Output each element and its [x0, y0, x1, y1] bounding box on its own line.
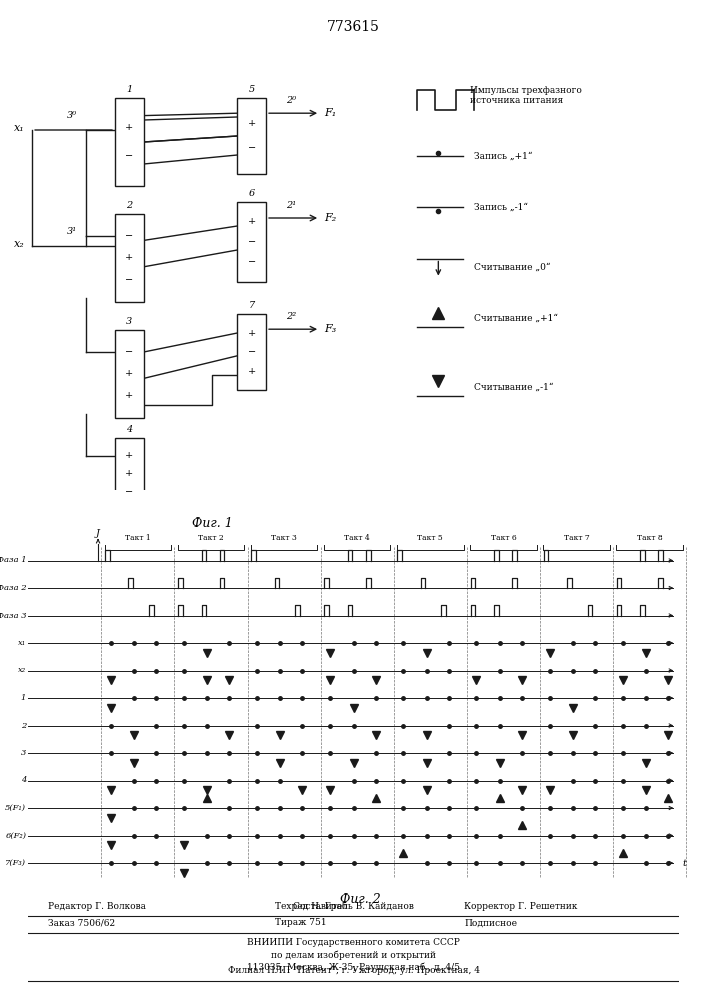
Text: +: +	[125, 391, 134, 400]
Text: 3: 3	[21, 749, 26, 757]
Text: Подписное: Подписное	[464, 918, 517, 927]
Bar	[115, 214, 144, 302]
Text: +: +	[125, 470, 134, 479]
Text: +: +	[125, 452, 134, 460]
Text: −: −	[247, 348, 256, 357]
Text: Фиг. 2: Фиг. 2	[340, 893, 381, 906]
Text: F₁: F₁	[324, 108, 336, 118]
Text: Такт 2: Такт 2	[198, 534, 224, 542]
Text: Импульсы трехфазного
источника питания: Импульсы трехфазного источника питания	[470, 86, 582, 105]
Text: −: −	[247, 257, 256, 266]
Text: 2¹: 2¹	[286, 201, 296, 210]
Text: 3¹: 3¹	[66, 227, 77, 236]
Text: 3: 3	[126, 317, 132, 326]
Text: по делам изобретений и открытий: по делам изобретений и открытий	[271, 950, 436, 960]
Text: 2²: 2²	[286, 312, 296, 321]
Bar	[238, 314, 266, 390]
Text: Такт 8: Такт 8	[637, 534, 662, 542]
Text: Считывание „-1“: Считывание „-1“	[474, 383, 553, 392]
Text: F₂: F₂	[324, 213, 336, 223]
Text: Такт 7: Такт 7	[563, 534, 590, 542]
Text: 1: 1	[126, 85, 132, 94]
Text: 6: 6	[249, 189, 255, 198]
Text: 2: 2	[21, 722, 26, 730]
Text: 113035, Москва, Ж-35, Раушская наб., д. 4/5: 113035, Москва, Ж-35, Раушская наб., д. …	[247, 962, 460, 972]
Text: +: +	[247, 218, 256, 227]
Text: 5(F₁): 5(F₁)	[5, 804, 26, 812]
Text: Такт 3: Такт 3	[271, 534, 297, 542]
Text: 2⁰: 2⁰	[286, 96, 296, 105]
Text: 773615: 773615	[327, 20, 380, 34]
Text: +: +	[125, 253, 134, 262]
Text: Фаза 3: Фаза 3	[0, 611, 26, 619]
Text: Заказ 7506/62: Заказ 7506/62	[48, 918, 115, 927]
Text: 3⁰: 3⁰	[66, 111, 77, 120]
Text: −: −	[247, 237, 256, 246]
Text: Техред Н. Граб: Техред Н. Граб	[276, 902, 348, 911]
Text: −: −	[125, 488, 134, 496]
Text: −: −	[125, 152, 134, 161]
Bar	[115, 330, 144, 418]
Text: 7(F₃): 7(F₃)	[5, 859, 26, 867]
Text: Такт 5: Такт 5	[417, 534, 443, 542]
Text: 5: 5	[249, 85, 255, 94]
Text: J: J	[96, 530, 100, 538]
Text: −: −	[125, 275, 134, 284]
Text: −: −	[125, 232, 134, 240]
Bar	[238, 202, 266, 282]
Text: Такт 6: Такт 6	[491, 534, 516, 542]
Text: Корректор Г. Решетник: Корректор Г. Решетник	[464, 902, 578, 911]
Text: +: +	[125, 369, 134, 378]
Text: Фаза 2: Фаза 2	[0, 584, 26, 592]
Text: +: +	[125, 123, 134, 132]
Text: Запись „-1“: Запись „-1“	[474, 203, 527, 212]
Text: Филиал ПЛП "Патент", г. Ужгород, ул. Проектная, 4: Филиал ПЛП "Патент", г. Ужгород, ул. Про…	[228, 966, 479, 975]
Text: x₂: x₂	[18, 666, 26, 674]
Text: t: t	[683, 858, 686, 867]
Text: +: +	[247, 366, 256, 375]
Text: +: +	[247, 119, 256, 128]
Text: Запись „+1“: Запись „+1“	[474, 151, 532, 160]
Text: Редактор Г. Волкова: Редактор Г. Волкова	[48, 902, 146, 911]
Text: F₃: F₃	[324, 324, 336, 334]
Bar	[238, 98, 266, 174]
Text: Считывание „+1“: Считывание „+1“	[474, 314, 558, 323]
Text: Фиг. 1: Фиг. 1	[192, 517, 233, 530]
Text: x₂: x₂	[14, 239, 25, 249]
Bar	[115, 438, 144, 510]
Text: Составитель В. Кайданов: Составитель В. Кайданов	[293, 902, 414, 911]
Text: ВНИИПИ Государственного комитета СССР: ВНИИПИ Государственного комитета СССР	[247, 938, 460, 947]
Text: Такт 1: Такт 1	[125, 534, 151, 542]
Text: −: −	[125, 348, 134, 357]
Text: Фаза 1: Фаза 1	[0, 556, 26, 564]
Text: 4: 4	[126, 425, 132, 434]
Text: 4: 4	[21, 776, 26, 784]
Text: +: +	[247, 328, 256, 338]
Text: 1: 1	[21, 694, 26, 702]
Text: x₁: x₁	[18, 639, 26, 647]
Text: Такт 4: Такт 4	[344, 534, 370, 542]
Text: −: −	[247, 144, 256, 153]
Text: x₁: x₁	[14, 123, 25, 133]
Text: Тираж 751: Тираж 751	[276, 918, 327, 927]
Text: Считывание „0“: Считывание „0“	[474, 263, 550, 272]
Text: 7: 7	[249, 301, 255, 310]
Text: 2: 2	[126, 201, 132, 210]
Bar	[115, 98, 144, 186]
Text: 6(F₂): 6(F₂)	[5, 832, 26, 840]
